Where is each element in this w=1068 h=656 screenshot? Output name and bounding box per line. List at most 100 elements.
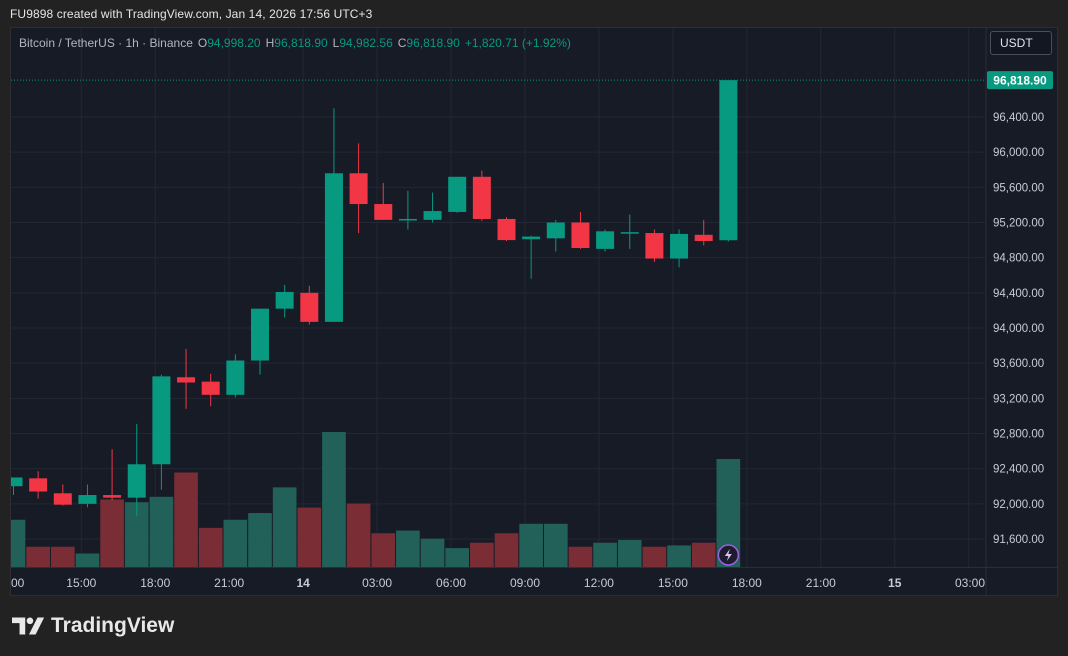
- volume-bar: [346, 503, 371, 567]
- candle[interactable]: [374, 182, 393, 220]
- y-tick-label: 92,800.00: [993, 429, 1044, 441]
- candle-body: [522, 236, 541, 240]
- candle-body: [78, 495, 97, 504]
- volume-bar: [149, 496, 174, 567]
- x-tick-label: 06:00: [436, 576, 466, 590]
- time-axis: 00 15:00 18:00 21:00 14 03:00 06:00 09:00 12:00 1…: [11, 576, 985, 590]
- lightning-event-icon[interactable]: [717, 544, 740, 566]
- tradingview-logo[interactable]: TradingView: [12, 614, 174, 638]
- candle[interactable]: [11, 477, 23, 496]
- volume-bar: [691, 542, 716, 567]
- candle-body: [103, 495, 122, 498]
- candle-body: [251, 308, 269, 361]
- candle[interactable]: [719, 80, 738, 242]
- candle-body: [670, 233, 689, 259]
- candle[interactable]: [127, 423, 146, 517]
- y-tick-label: 94,800.00: [993, 253, 1044, 265]
- symbol-name: Bitcoin / TetherUS · 1h · Binance: [19, 36, 193, 50]
- y-tick-label: 96,400.00: [993, 112, 1044, 124]
- candle[interactable]: [472, 170, 491, 221]
- volume-bar: [198, 527, 223, 567]
- candle[interactable]: [522, 235, 541, 279]
- y-tick-label: 94,400.00: [993, 288, 1044, 300]
- volume-bar: [642, 546, 667, 567]
- y-tick-label: 91,600.00: [993, 534, 1044, 546]
- x-tick-label: 18:00: [732, 576, 762, 590]
- y-tick-label: 93,200.00: [993, 393, 1044, 405]
- last-price-badge: [987, 71, 1053, 90]
- candle[interactable]: [423, 192, 442, 223]
- volume-bar: [100, 499, 124, 567]
- volume-bar: [396, 530, 420, 567]
- last-price-label: 96,818.90: [993, 74, 1047, 88]
- y-tick-label: 94,000.00: [993, 323, 1044, 335]
- candle[interactable]: [300, 285, 319, 325]
- candle-body: [472, 176, 491, 219]
- candle[interactable]: [645, 229, 664, 263]
- volume-bar: [50, 546, 75, 567]
- volume-bar: [494, 533, 519, 567]
- volume-bar: [272, 487, 297, 567]
- brand-name: TradingView: [51, 614, 175, 637]
- candle[interactable]: [670, 229, 689, 268]
- price-line: 96,818.90: [11, 71, 1053, 566]
- volume-bar: [297, 507, 322, 567]
- candle[interactable]: [497, 217, 516, 241]
- candle[interactable]: [201, 373, 220, 407]
- candle[interactable]: [324, 108, 343, 322]
- candle-body: [423, 211, 442, 220]
- candle[interactable]: [620, 214, 639, 249]
- candle-body: [620, 232, 639, 234]
- x-tick-label: 09:00: [510, 576, 540, 590]
- candle[interactable]: [251, 308, 269, 375]
- candle-body: [645, 233, 664, 259]
- close-value: 96,818.90: [406, 36, 460, 50]
- candle[interactable]: [349, 143, 368, 234]
- candle-body: [497, 218, 516, 241]
- symbol-legend: Bitcoin / TetherUS · 1h · Binance O94,998…: [19, 36, 571, 50]
- candle[interactable]: [226, 354, 245, 398]
- candle[interactable]: [177, 349, 196, 409]
- candle-body: [127, 464, 146, 498]
- low-label: L: [332, 36, 340, 50]
- candle[interactable]: [546, 219, 565, 252]
- x-tick-label: 03:00: [362, 576, 392, 590]
- volume-bar: [124, 502, 149, 567]
- candle[interactable]: [103, 449, 122, 501]
- x-tick-label: 21:00: [806, 576, 836, 590]
- candle[interactable]: [571, 211, 590, 249]
- candle-body: [53, 493, 72, 505]
- candle-body: [226, 360, 245, 395]
- high-value: 96,818.90: [274, 36, 328, 50]
- candle[interactable]: [448, 176, 467, 213]
- volume-bar: [322, 432, 346, 567]
- lightning-icon: [724, 549, 732, 561]
- volume-bar: [617, 540, 642, 567]
- volume-bar: [371, 533, 396, 567]
- volume-bar: [248, 513, 272, 567]
- price-axis: 96,400.00 96,000.00 95,600.00 95,200.00 94,8…: [993, 112, 1044, 546]
- y-tick-label: 93,600.00: [993, 358, 1044, 370]
- x-tick-label: 21:00: [214, 576, 244, 590]
- candle-body: [177, 377, 196, 383]
- candle[interactable]: [29, 471, 48, 499]
- x-tick-label: 15:00: [658, 576, 688, 590]
- x-tick-label: 12:00: [584, 576, 614, 590]
- candle[interactable]: [53, 484, 72, 506]
- x-tick-label: 14: [296, 576, 310, 590]
- candle[interactable]: [152, 374, 171, 490]
- low-value: 94,982.56: [339, 36, 393, 50]
- candle-body: [11, 477, 23, 487]
- currency-button[interactable]: USDT: [990, 31, 1052, 55]
- candle[interactable]: [78, 484, 97, 508]
- candle[interactable]: [275, 284, 294, 318]
- candle-body: [275, 291, 294, 309]
- x-tick-label: 00: [11, 576, 25, 590]
- high-label: H: [265, 36, 275, 50]
- candle[interactable]: [398, 190, 417, 230]
- volume-bar: [445, 548, 470, 567]
- candle[interactable]: [694, 219, 713, 246]
- candle[interactable]: [596, 229, 615, 252]
- volume-bar: [568, 546, 593, 567]
